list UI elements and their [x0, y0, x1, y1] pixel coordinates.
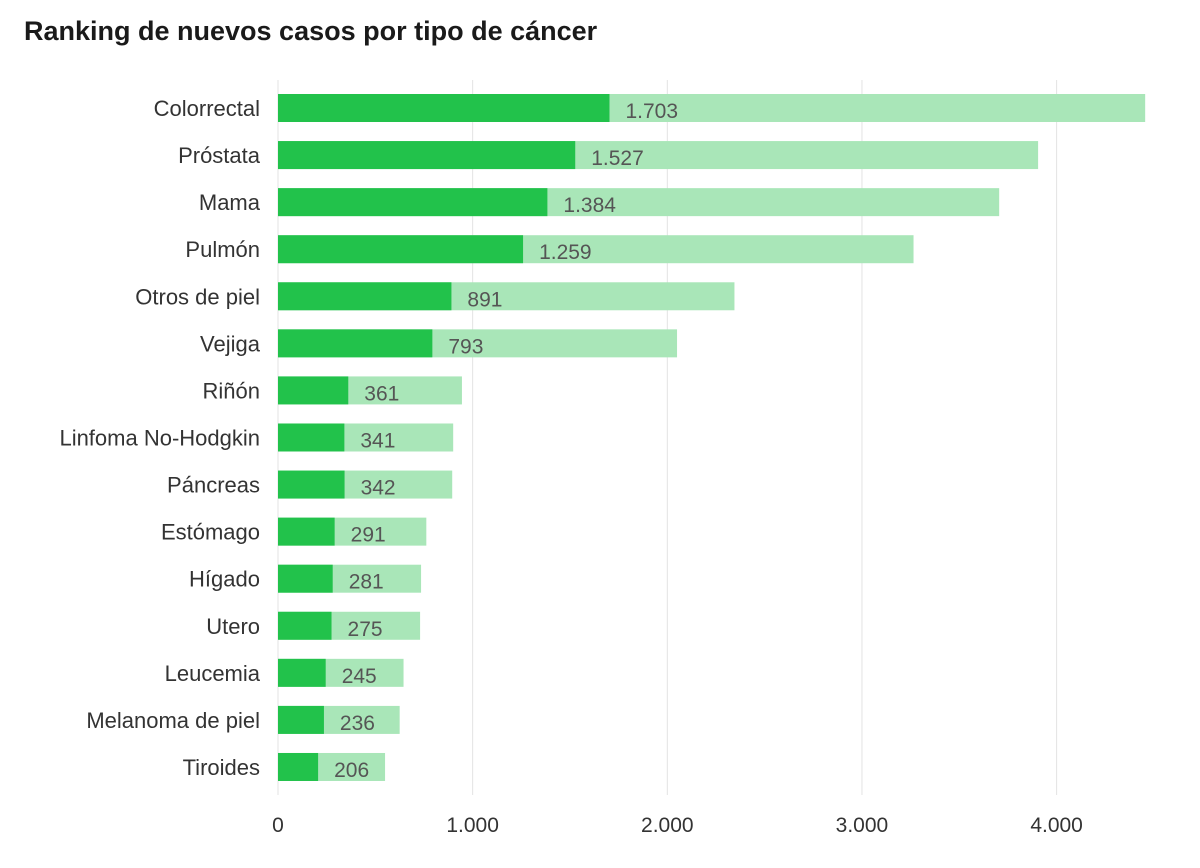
bars — [278, 94, 1146, 781]
data-label: 361 — [364, 382, 399, 405]
x-tick-label: 2.000 — [641, 814, 694, 837]
category-label: Leucemia — [165, 661, 261, 686]
category-label: Utero — [206, 614, 260, 639]
category-labels: Colorrectal Próstata Mama Pulmón Otros de pi… — [59, 96, 260, 780]
category-label: Vejiga — [200, 331, 261, 356]
data-label: 1.703 — [625, 100, 678, 123]
data-label: 281 — [349, 571, 384, 594]
bar-value — [278, 470, 345, 499]
x-axis-ticks: 0 1.000 2.000 3.000 4.000 — [272, 814, 1083, 837]
bar-value — [278, 564, 333, 593]
data-label: 1.259 — [539, 241, 592, 264]
bar-value — [278, 752, 319, 781]
x-tick-label: 1.000 — [446, 814, 499, 837]
x-tick-label: 4.000 — [1030, 814, 1083, 837]
bar-value — [278, 658, 326, 687]
category-label: Mama — [199, 190, 261, 215]
data-label: 206 — [334, 759, 369, 782]
x-tick-label: 3.000 — [836, 814, 889, 837]
category-label: Estómago — [161, 520, 260, 545]
value-labels: 1.703 1.527 1.384 1.259 891 793 361 341 342 291 28… — [334, 100, 678, 782]
category-label: Tiroides — [183, 755, 260, 780]
bar-value — [278, 611, 332, 640]
data-label: 1.527 — [591, 147, 644, 170]
category-label: Páncreas — [167, 473, 260, 498]
category-label: Pulmón — [185, 237, 260, 262]
bar-value — [278, 282, 452, 311]
category-label: Próstata — [178, 143, 261, 168]
category-label: Hígado — [189, 567, 260, 592]
chart-title: Ranking de nuevos casos por tipo de cánc… — [24, 16, 598, 46]
x-tick-label: 0 — [272, 814, 284, 837]
bar-value — [278, 141, 576, 170]
bar-value — [278, 94, 610, 122]
data-label: 1.384 — [563, 194, 616, 217]
bar-value — [278, 376, 349, 405]
bar-value — [278, 235, 524, 264]
data-label: 891 — [467, 288, 502, 311]
category-label: Colorrectal — [154, 96, 260, 121]
category-label: Linfoma No-Hodgkin — [59, 425, 260, 450]
data-label: 342 — [361, 477, 396, 500]
category-label: Melanoma de piel — [86, 708, 260, 733]
data-label: 236 — [340, 712, 375, 735]
data-label: 245 — [342, 665, 377, 688]
data-label: 291 — [351, 524, 386, 547]
bar-value — [278, 188, 548, 217]
data-label: 341 — [360, 429, 395, 452]
category-label: Riñón — [203, 378, 260, 403]
category-label: Otros de piel — [135, 284, 260, 309]
data-label: 275 — [348, 618, 383, 641]
bar-value — [278, 517, 335, 546]
data-label: 793 — [448, 335, 483, 358]
bar-value — [278, 705, 324, 734]
bar-value — [278, 423, 345, 452]
bar-value — [278, 329, 433, 358]
